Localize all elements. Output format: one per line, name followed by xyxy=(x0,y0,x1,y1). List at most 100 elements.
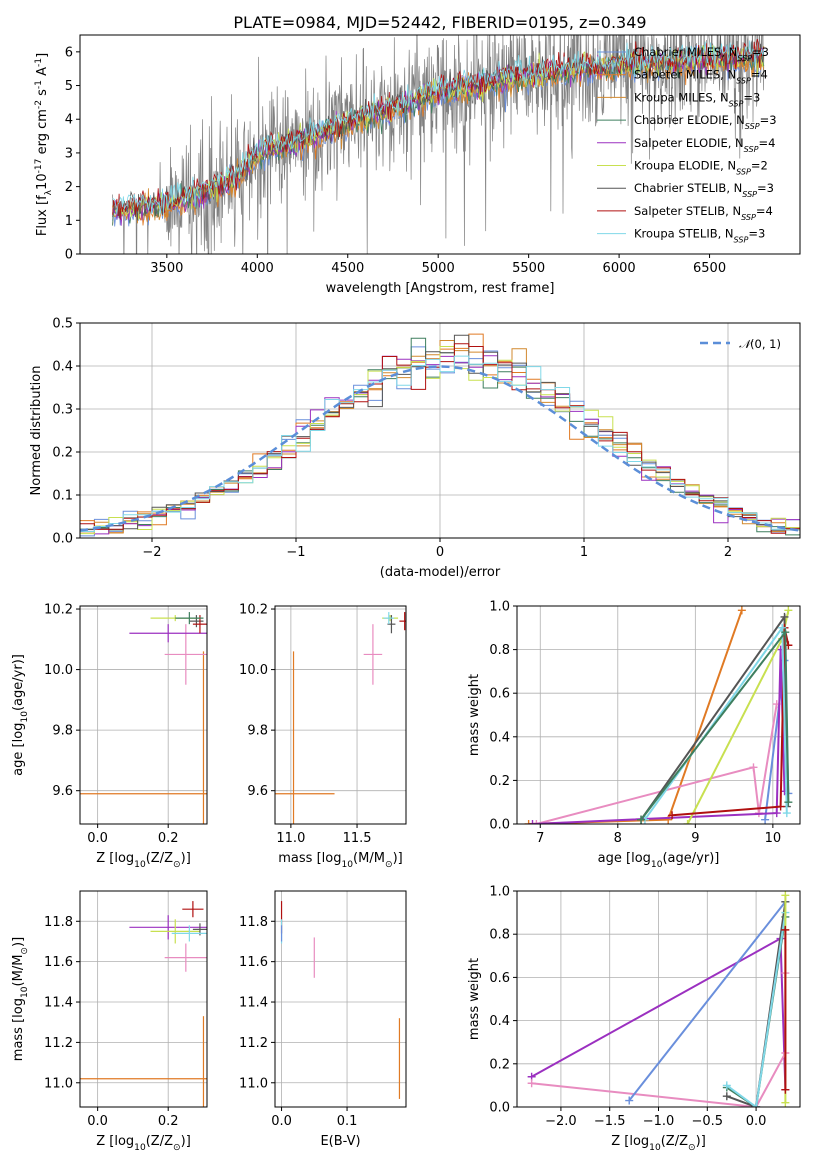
weight-marker xyxy=(637,815,646,824)
x-axis-label: (data-model)/error xyxy=(380,565,501,580)
spectrum-plot-area xyxy=(112,35,765,254)
weight-marker xyxy=(722,1092,731,1101)
weight-marker xyxy=(772,809,781,818)
y-tick-label: 11.4 xyxy=(44,996,73,1011)
x-tick-label: −1.0 xyxy=(643,1114,675,1129)
model-line-9 xyxy=(112,40,765,215)
weight-marker xyxy=(778,623,787,632)
weight-plot-area xyxy=(527,891,790,1107)
y-tick-label: 9.6 xyxy=(52,784,73,799)
y-axis-label: Flux [fλ10-17 erg cm-2 s-1 A-1] xyxy=(34,53,54,236)
error-bar-plot-area xyxy=(280,901,401,1099)
x-tick-label: 6500 xyxy=(693,261,726,276)
x-tick-label: −2 xyxy=(142,545,161,560)
y-tick-label: 5 xyxy=(65,79,73,94)
y-tick-label: 0.8 xyxy=(489,928,510,943)
axes-frame xyxy=(516,605,801,825)
frame-layer xyxy=(76,34,801,1111)
y-tick-label: 1.0 xyxy=(489,600,510,615)
y-tick-label: 0.5 xyxy=(52,317,73,332)
weight-marker xyxy=(668,811,677,820)
error-bar-plot-area xyxy=(275,612,406,824)
legend-entry-9: Kroupa STELIB, NSSP=3 xyxy=(634,227,765,245)
x-tick-label: 0.0 xyxy=(87,1114,108,1129)
weight-marker xyxy=(781,891,790,900)
y-tick-label: 0.3 xyxy=(52,403,73,418)
legend-entry-5: Salpeter ELODIE, NSSP=4 xyxy=(634,136,775,154)
weight-marker xyxy=(784,606,793,615)
y-tick-label: 2 xyxy=(65,180,73,195)
x-tick-label: 6000 xyxy=(603,261,636,276)
x-tick-label: −0.5 xyxy=(692,1114,724,1129)
observed-spectrum-line xyxy=(112,35,765,254)
y-tick-label: 11.6 xyxy=(239,955,268,970)
x-tick-label: 0.0 xyxy=(87,831,108,846)
y-tick-label: 0.0 xyxy=(52,532,73,547)
x-tick-label: 4000 xyxy=(241,261,274,276)
weight-marker xyxy=(761,815,770,824)
x-tick-label: 11.5 xyxy=(343,831,372,846)
x-tick-label: 11.0 xyxy=(276,831,305,846)
weight-marker xyxy=(782,809,791,818)
error-bar-plot-area xyxy=(80,612,207,824)
legend-entry-2: Salpeter MILES, NSSP=4 xyxy=(634,68,768,86)
weight-marker xyxy=(781,1085,790,1094)
x-tick-label: −1 xyxy=(286,545,305,560)
data-layer xyxy=(80,35,800,1107)
legend-entry-8: Salpeter STELIB, NSSP=4 xyxy=(634,204,773,222)
x-tick-label: 0.2 xyxy=(158,1114,179,1129)
x-tick-label: 5500 xyxy=(512,261,545,276)
weight-marker xyxy=(781,628,790,637)
y-tick-label: 0.2 xyxy=(52,446,73,461)
y-axis-label: Normed distribution xyxy=(29,366,44,496)
legend-entry-4: Chabrier ELODIE, NSSP=3 xyxy=(634,113,777,131)
weight-marker xyxy=(722,1081,731,1090)
axes-frame xyxy=(274,890,407,1108)
y-tick-label: 10.0 xyxy=(239,663,268,678)
model-line-8 xyxy=(112,39,765,220)
weight-line-7 xyxy=(672,627,790,817)
x-tick-label: 8 xyxy=(614,831,622,846)
y-tick-label: 0.2 xyxy=(489,1057,510,1072)
weight-marker xyxy=(625,1096,634,1105)
x-axis-label: Z [log10(Z/Z⊙)] xyxy=(611,1134,706,1153)
y-tick-label: 6 xyxy=(65,45,73,60)
axes-frame xyxy=(79,322,801,539)
x-axis-label: Z [log10(Z/Z⊙)] xyxy=(96,1134,191,1153)
x-axis-label: mass [log10(M/M⊙)] xyxy=(278,851,402,870)
y-tick-label: 11.4 xyxy=(239,996,268,1011)
weight-marker xyxy=(784,798,793,807)
y-tick-label: 0.4 xyxy=(52,360,73,375)
legend-entry-7: Chabrier STELIB, NSSP=3 xyxy=(634,181,774,199)
x-tick-label: 5000 xyxy=(422,261,455,276)
axes-frame xyxy=(79,605,208,825)
weight-plot-area xyxy=(524,606,793,824)
x-tick-label: 0.0 xyxy=(746,1114,767,1129)
x-tick-label: 9 xyxy=(691,831,699,846)
weight-marker xyxy=(781,925,790,934)
weight-marker xyxy=(683,820,692,824)
axes-frame xyxy=(79,34,801,255)
weight-marker xyxy=(752,1103,761,1107)
x-tick-label: 3500 xyxy=(150,261,183,276)
y-tick-label: 0.8 xyxy=(489,643,510,658)
y-axis-label: mass weight xyxy=(467,674,482,756)
y-tick-label: 3 xyxy=(65,146,73,161)
y-tick-label: 0.0 xyxy=(489,1101,510,1116)
legend-entry-normal: 𝒩(0, 1) xyxy=(739,337,781,351)
x-tick-label: 0.2 xyxy=(158,831,179,846)
legend-entry-1: Chabrier MILES, NSSP=3 xyxy=(634,45,769,63)
weight-line-3 xyxy=(536,703,778,824)
chart-title: PLATE=0984, MJD=52442, FIBERID=0195, z=0… xyxy=(233,13,646,32)
y-tick-label: 10.2 xyxy=(44,603,73,618)
weight-marker xyxy=(749,763,758,772)
x-tick-label: 2 xyxy=(724,545,732,560)
y-tick-label: 0.2 xyxy=(489,774,510,789)
weight-marker xyxy=(737,606,746,615)
y-tick-label: 0.4 xyxy=(489,730,510,745)
y-axis-label: mass weight xyxy=(467,958,482,1040)
y-tick-label: 0.0 xyxy=(489,818,510,833)
y-tick-label: 0.6 xyxy=(489,687,510,702)
y-axis-label: mass [log10(M/M⊙)] xyxy=(11,937,30,1061)
